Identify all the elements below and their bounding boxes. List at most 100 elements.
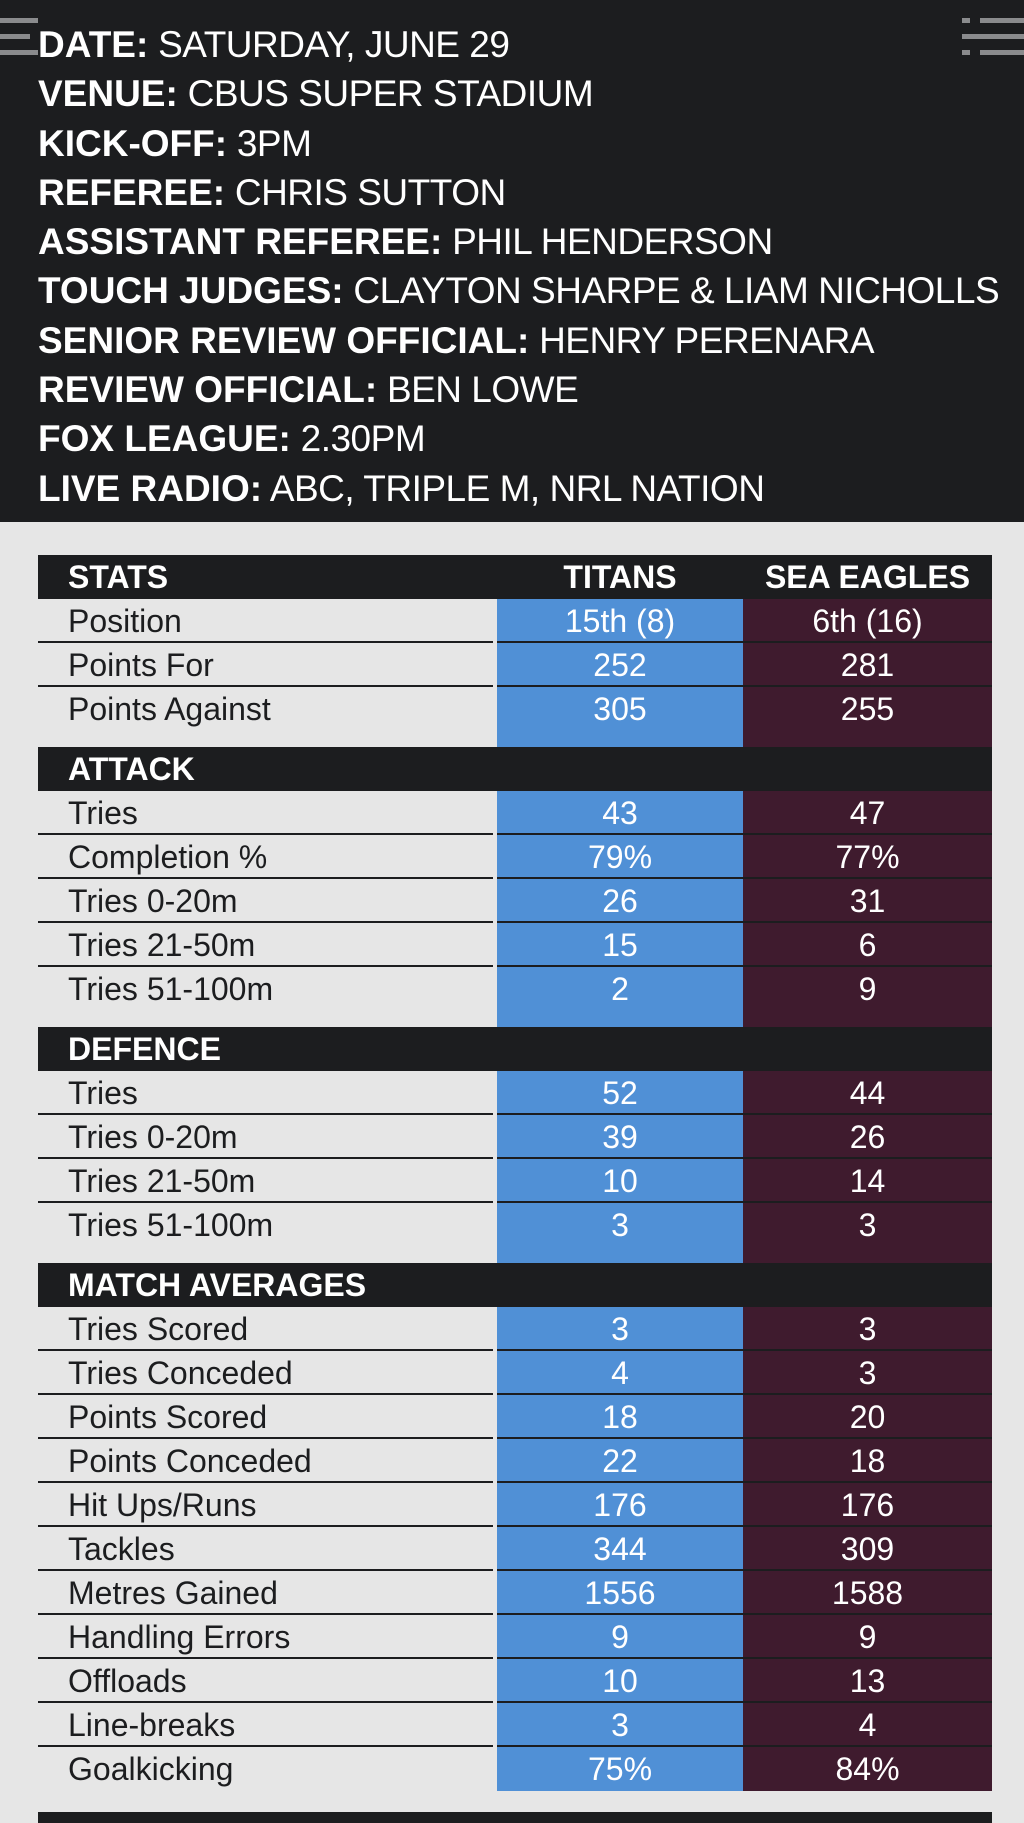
table-row: Tries 0-20m 26 31 xyxy=(38,879,992,923)
titans-header: TITANS xyxy=(497,555,743,599)
table-row: Metres Gained 1556 1588 xyxy=(38,1571,992,1615)
stat-label: Tries 0-20m xyxy=(38,879,493,923)
titans-value: 26 xyxy=(497,879,743,923)
info-row-senior-review-official: SENIOR REVIEW OFFICIAL: HENRY PERENARA xyxy=(38,316,999,365)
stat-label: Points Scored xyxy=(38,1395,493,1439)
stat-label: Tries 51-100m xyxy=(38,1203,493,1247)
table-row: Line-breaks 3 4 xyxy=(38,1703,992,1747)
info-row-review-official: REVIEW OFFICIAL: BEN LOWE xyxy=(38,365,999,414)
sea-eagles-value: 255 xyxy=(743,687,992,731)
menu-icon xyxy=(0,14,40,62)
stat-label: Tries 0-20m xyxy=(38,1115,493,1159)
stats-header-label: STATS xyxy=(68,559,169,595)
stat-label: Tries Scored xyxy=(38,1307,493,1351)
stat-label: Handling Errors xyxy=(38,1615,493,1659)
info-value: BEN LOWE xyxy=(386,369,579,411)
sea-eagles-value: 9 xyxy=(743,967,992,1011)
info-label: REVIEW OFFICIAL: xyxy=(38,369,378,411)
section-header-match-averages: MATCH AVERAGES xyxy=(38,1263,992,1307)
stat-label: Hit Ups/Runs xyxy=(38,1483,493,1527)
match-info-panel: DATE: SATURDAY, JUNE 29 VENUE: CBUS SUPE… xyxy=(0,0,1024,522)
stat-label: Points Conceded xyxy=(38,1439,493,1483)
titans-value: 10 xyxy=(497,1659,743,1703)
table-row: Points Against 305 255 xyxy=(38,687,992,731)
table-header-row: STATS TITANS SEA EAGLES xyxy=(38,555,992,599)
info-label: DATE: xyxy=(38,24,149,65)
stat-label: Tackles xyxy=(38,1527,493,1571)
titans-value: 52 xyxy=(497,1071,743,1115)
titans-value: 79% xyxy=(497,835,743,879)
stat-label: Offloads xyxy=(38,1659,493,1703)
info-value: ABC, TRIPLE M, NRL NATION xyxy=(269,467,765,509)
sea-eagles-value: 14 xyxy=(743,1159,992,1203)
info-label: KICK-OFF: xyxy=(38,122,228,164)
stat-label: Points Against xyxy=(38,687,493,731)
sea-eagles-value: 20 xyxy=(743,1395,992,1439)
titans-value: 10 xyxy=(497,1159,743,1203)
stat-label: Line-breaks xyxy=(38,1703,493,1747)
info-row-live-radio: LIVE RADIO: ABC, TRIPLE M, NRL NATION xyxy=(38,464,999,513)
table-row: Tries 21-50m 15 6 xyxy=(38,923,992,967)
titans-value: 15th (8) xyxy=(497,599,743,643)
section-title: ATTACK xyxy=(68,751,195,787)
section-header-defence: DEFENCE xyxy=(38,1027,992,1071)
sea-eagles-value: 9 xyxy=(743,1615,992,1659)
section-title: MATCH AVERAGES xyxy=(68,1267,367,1303)
table-row: Tackles 344 309 xyxy=(38,1527,992,1571)
stat-label: Completion % xyxy=(38,835,493,879)
section-spacer xyxy=(38,1247,992,1263)
section-title: DEFENCE xyxy=(68,1031,221,1067)
sea-eagles-value: 3 xyxy=(743,1351,992,1395)
list-icon xyxy=(954,14,1024,62)
titans-value: 1556 xyxy=(497,1571,743,1615)
table-row: Tries 52 44 xyxy=(38,1071,992,1115)
info-label: VENUE: xyxy=(38,73,178,115)
info-value: 2.30PM xyxy=(300,418,426,460)
info-row-touch-judges: TOUCH JUDGES: CLAYTON SHARPE & LIAM NICH… xyxy=(38,266,1000,315)
table-row: Handling Errors 9 9 xyxy=(38,1615,992,1659)
bottom-divider xyxy=(38,1812,992,1823)
table-row: Tries 51-100m 2 9 xyxy=(38,967,992,1011)
stat-label: Metres Gained xyxy=(38,1571,493,1615)
match-info-list: DATE: SATURDAY, JUNE 29 VENUE: CBUS SUPE… xyxy=(38,20,1000,513)
titans-value: 176 xyxy=(497,1483,743,1527)
section-spacer xyxy=(38,731,992,747)
section-spacer xyxy=(38,1011,992,1027)
stat-label: Goalkicking xyxy=(38,1747,493,1791)
titans-value: 22 xyxy=(497,1439,743,1483)
titans-value: 43 xyxy=(497,791,743,835)
info-label: REFEREE: xyxy=(38,171,226,213)
titans-value: 18 xyxy=(497,1395,743,1439)
info-value: PHIL HENDERSON xyxy=(452,221,773,263)
stats-table: STATS TITANS SEA EAGLES Position 15th (8… xyxy=(38,555,992,1791)
sea-eagles-value: 13 xyxy=(743,1659,992,1703)
sea-eagles-value: 18 xyxy=(743,1439,992,1483)
titans-value: 3 xyxy=(497,1307,743,1351)
stat-label: Points For xyxy=(38,643,493,687)
table-row: Points Scored 18 20 xyxy=(38,1395,992,1439)
titans-value: 4 xyxy=(497,1351,743,1395)
info-value: CBUS SUPER STADIUM xyxy=(187,73,594,115)
sea-eagles-value: 176 xyxy=(743,1483,992,1527)
table-row: Tries 43 47 xyxy=(38,791,992,835)
sea-eagles-value: 84% xyxy=(743,1747,992,1791)
sea-eagles-value: 26 xyxy=(743,1115,992,1159)
sea-eagles-value: 6th (16) xyxy=(743,599,992,643)
sea-eagles-value: 6 xyxy=(743,923,992,967)
sea-eagles-value: 309 xyxy=(743,1527,992,1571)
info-label: FOX LEAGUE: xyxy=(38,418,291,460)
sea-eagles-value: 281 xyxy=(743,643,992,687)
titans-value: 75% xyxy=(497,1747,743,1791)
table-row: Points Conceded 22 18 xyxy=(38,1439,992,1483)
info-value: HENRY PERENARA xyxy=(539,319,875,361)
info-value: CHRIS SUTTON xyxy=(234,171,506,213)
titans-value: 252 xyxy=(497,643,743,687)
section-header-attack: ATTACK xyxy=(38,747,992,791)
titans-value: 3 xyxy=(497,1703,743,1747)
table-row: Tries 51-100m 3 3 xyxy=(38,1203,992,1247)
info-row-kickoff: KICK-OFF: 3PM xyxy=(38,119,999,168)
titans-value: 9 xyxy=(497,1615,743,1659)
sea-eagles-value: 4 xyxy=(743,1703,992,1747)
table-row: Completion % 79% 77% xyxy=(38,835,992,879)
info-label: SENIOR REVIEW OFFICIAL: xyxy=(38,319,530,361)
